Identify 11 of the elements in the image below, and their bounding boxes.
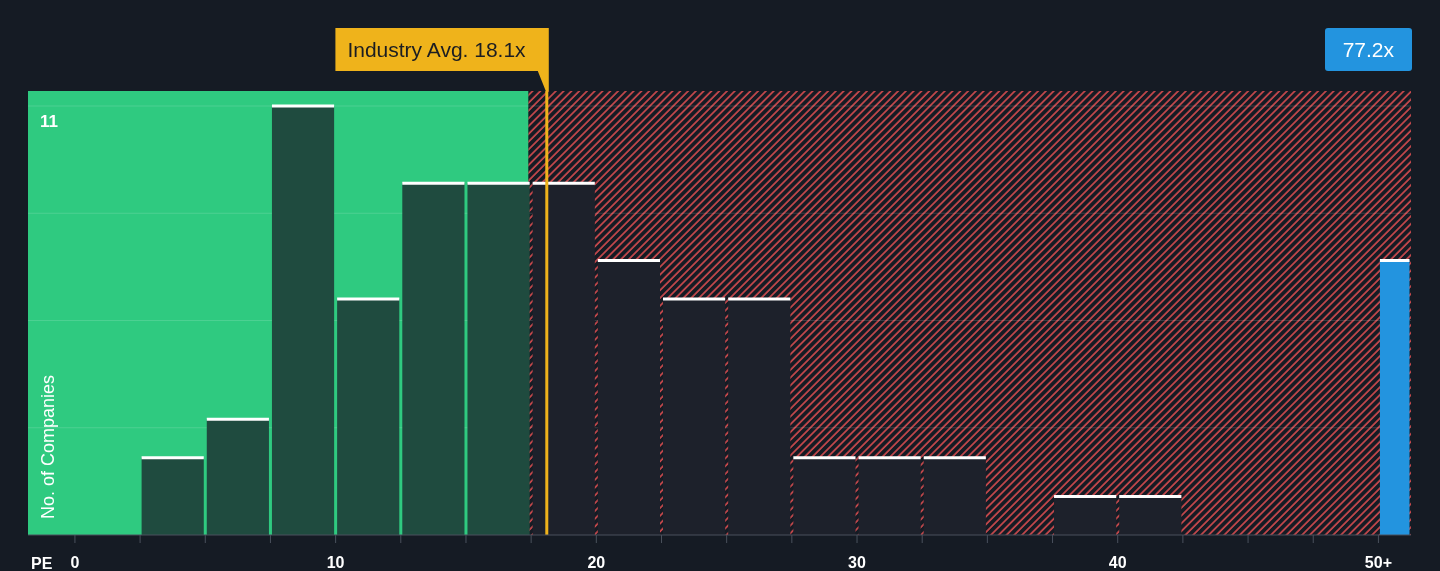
x-tick-label: 40: [1108, 554, 1127, 571]
text: 77.2x: [1324, 28, 1412, 71]
y-axis-title: No. of Companies: [38, 374, 58, 519]
x-axis-title: PE: [31, 555, 53, 571]
x-tick-label: 10: [326, 554, 345, 571]
x-tick-label: 30: [848, 554, 867, 571]
ref-line-label: Industry Avg. 18.1x: [347, 38, 527, 61]
x-tick-label: 0: [70, 554, 80, 571]
x-tick-label: 50+: [1364, 554, 1392, 571]
annotation: 11: [40, 112, 58, 132]
x-tick-label: 20: [587, 554, 606, 571]
